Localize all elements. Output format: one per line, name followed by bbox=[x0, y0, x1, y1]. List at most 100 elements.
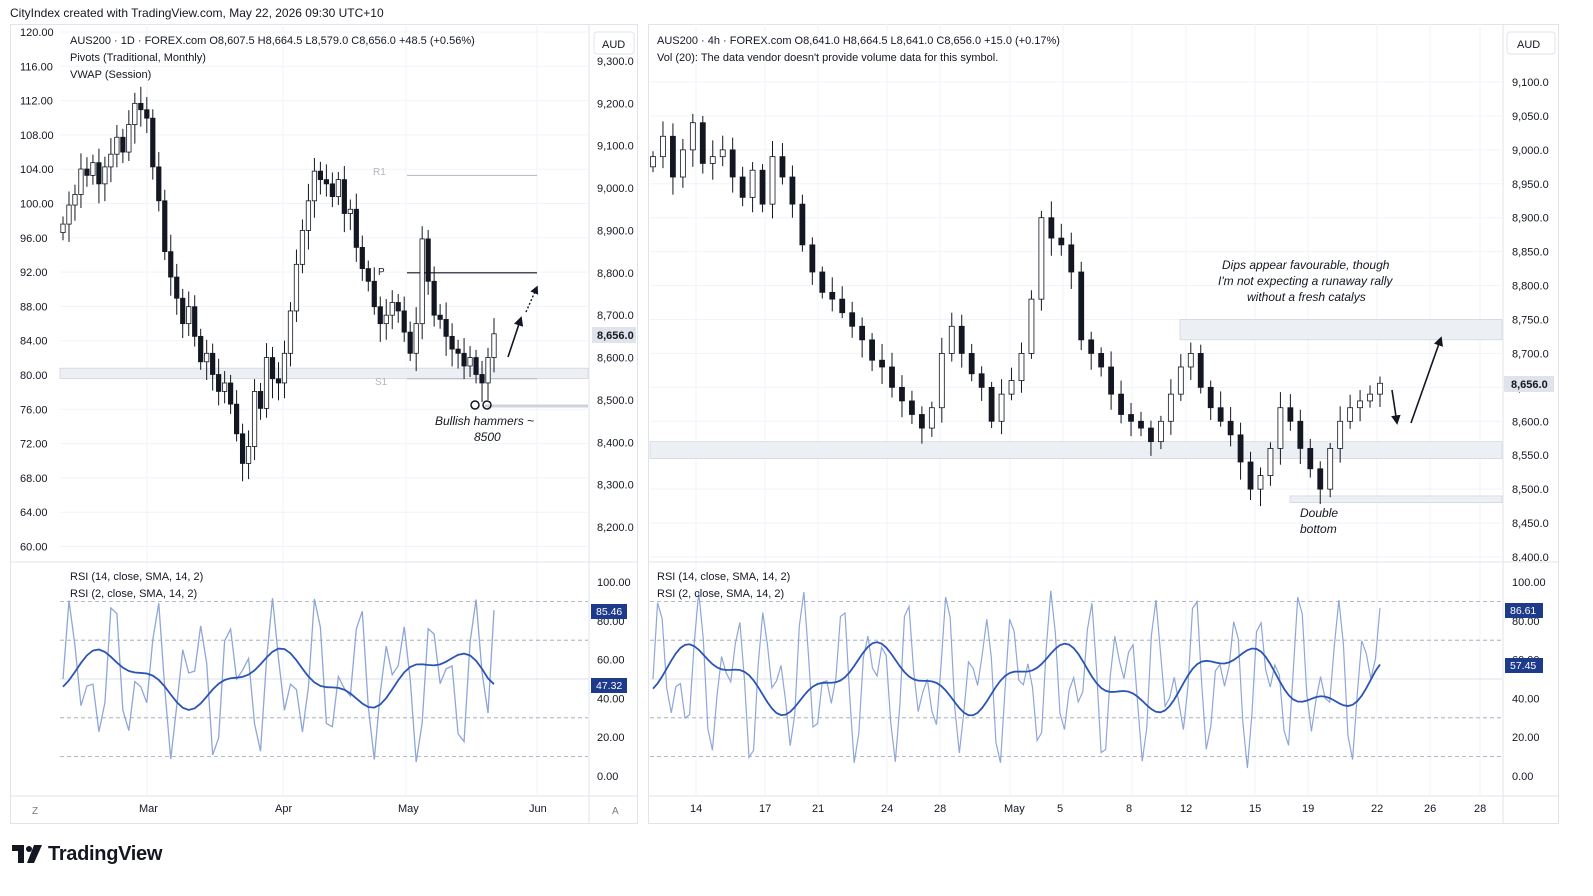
left-candle-body bbox=[293, 263, 300, 312]
left-rsi-legend-1: RSI (14, close, SMA, 14, 2) bbox=[70, 571, 203, 583]
right-candle-body bbox=[1028, 298, 1035, 354]
right-candle-body bbox=[1018, 353, 1025, 381]
left-candle-body bbox=[371, 280, 377, 308]
right-time-label: 14 bbox=[690, 803, 702, 815]
right-rsi2-line bbox=[652, 590, 1381, 769]
right-legend-line-1: AUS200 · 4h · FOREX.com O8,641.0 H8,664.… bbox=[657, 35, 1060, 47]
left-axis-tick: 72.00 bbox=[20, 439, 48, 451]
left-time-label: Jun bbox=[529, 803, 547, 815]
right-time-label: 19 bbox=[1302, 803, 1314, 815]
right-candle-body bbox=[849, 312, 856, 327]
right-rsi-legend-1: RSI (14, close, SMA, 14, 2) bbox=[657, 571, 790, 583]
pivot-r1-label: R1 bbox=[373, 167, 386, 178]
left-candle-body bbox=[204, 352, 210, 363]
left-candle-body bbox=[150, 117, 156, 168]
right-rsi2-value: 86.61 bbox=[1510, 605, 1536, 617]
left-candle-body bbox=[222, 382, 228, 392]
right-candle-body bbox=[729, 149, 736, 178]
left-currency-button[interactable] bbox=[593, 31, 635, 55]
left-price-tick: 8,800.0 bbox=[597, 268, 634, 280]
right-time-label: May bbox=[1004, 803, 1025, 815]
right-price-tick: 8,750.0 bbox=[1512, 315, 1549, 327]
right-candle-body bbox=[709, 156, 716, 164]
right-candle-body bbox=[1227, 420, 1234, 436]
right-candle-body bbox=[948, 325, 955, 354]
right-rsi-tick: 0.00 bbox=[1512, 771, 1533, 783]
right-price-tick: 8,500.0 bbox=[1512, 484, 1549, 496]
right-time-label: 28 bbox=[934, 803, 946, 815]
right-time-label: 12 bbox=[1180, 803, 1192, 815]
left-axis-tick: 60.00 bbox=[20, 542, 48, 554]
right-candle-body bbox=[1167, 393, 1174, 422]
left-price-tick: 9,200.0 bbox=[597, 98, 634, 110]
left-candle-body bbox=[449, 335, 455, 350]
left-price-tick: 9,300.0 bbox=[597, 56, 634, 68]
right-time-label: 17 bbox=[759, 803, 771, 815]
right-candle-body bbox=[779, 156, 786, 178]
left-candle-body bbox=[275, 378, 282, 384]
tradingview-logo[interactable]: TradingView bbox=[12, 842, 162, 866]
right-rsi-legend-2: RSI (2, close, SMA, 14, 2) bbox=[657, 588, 784, 600]
left-candle-body bbox=[138, 102, 144, 111]
right-grid bbox=[650, 24, 1502, 795]
right-price-tick: 8,700.0 bbox=[1512, 348, 1549, 360]
left-axis-tick: 108.00 bbox=[20, 130, 54, 142]
left-price-tick: 8,600.0 bbox=[597, 353, 634, 365]
left-rsi-tick: 60.00 bbox=[597, 655, 625, 667]
right-candle-body bbox=[749, 169, 756, 198]
left-candle-body bbox=[377, 306, 383, 325]
right-candle-body bbox=[819, 271, 826, 293]
right-candle-body bbox=[689, 122, 696, 151]
left-rsi-tick: 0.00 bbox=[597, 771, 618, 783]
right-time-label: 21 bbox=[812, 803, 824, 815]
left-candle-body bbox=[84, 168, 90, 176]
pivot-s1-label: S1 bbox=[375, 377, 388, 388]
left-axis-tick: 116.00 bbox=[20, 61, 53, 73]
right-price-tick: 8,600.0 bbox=[1512, 416, 1549, 428]
right-candle-body bbox=[1058, 237, 1065, 246]
left-candle-body bbox=[317, 170, 324, 181]
right-up-arrow bbox=[1410, 336, 1443, 424]
right-candle-body bbox=[1128, 414, 1134, 422]
left-candle-body bbox=[180, 297, 186, 325]
right-candle-body bbox=[769, 156, 776, 205]
tradingview-logo-icon bbox=[12, 845, 42, 863]
left-candle-body bbox=[395, 302, 401, 312]
left-price-tick: 8,300.0 bbox=[597, 480, 634, 492]
right-candle-body bbox=[958, 325, 965, 354]
right-candle-body bbox=[719, 149, 726, 158]
left-candle-body bbox=[329, 183, 335, 197]
right-candle-body bbox=[660, 135, 666, 158]
left-candle-body bbox=[210, 352, 216, 375]
left-candle-body bbox=[96, 162, 102, 185]
left-corner-z[interactable]: Z bbox=[32, 806, 38, 817]
left-candle-body bbox=[491, 333, 497, 358]
left-candle-body bbox=[389, 302, 395, 316]
right-candle-body bbox=[799, 203, 806, 246]
left-candle-body bbox=[305, 200, 312, 231]
right-rsi-tick: 80.00 bbox=[1512, 616, 1540, 628]
right-time-label: 5 bbox=[1057, 803, 1063, 815]
right-time-label: 15 bbox=[1249, 803, 1261, 815]
left-candle-body bbox=[407, 331, 413, 354]
left-candle-body bbox=[311, 170, 318, 202]
right-candle-body bbox=[1277, 407, 1284, 449]
right-price-tick: 9,100.0 bbox=[1512, 77, 1549, 89]
right-axes: 9,100.0 9,050.0 9,000.0 8,950.0 8,900.0 8,850… bbox=[648, 24, 1559, 824]
left-axis-tick: 64.00 bbox=[20, 507, 48, 519]
left-axis-tick: 80.00 bbox=[20, 370, 48, 382]
right-legend-line-2: Vol (20): The data vendor doesn't provid… bbox=[657, 52, 998, 64]
left-corner-a[interactable]: A bbox=[612, 806, 619, 817]
left-candle-body bbox=[479, 374, 485, 384]
dips-annotation-1: Dips appear favourable, though bbox=[1222, 258, 1390, 272]
right-zone-band bbox=[649, 441, 1503, 459]
left-axis-tick: 68.00 bbox=[20, 473, 48, 485]
right-price-tick: 8,800.0 bbox=[1512, 281, 1549, 293]
right-candle-body bbox=[1377, 382, 1383, 395]
right-candle-body bbox=[859, 325, 866, 341]
left-candle-body bbox=[78, 168, 84, 195]
left-candle-body bbox=[365, 268, 371, 282]
right-currency-button[interactable] bbox=[1506, 31, 1556, 55]
left-candle-body bbox=[353, 208, 359, 248]
